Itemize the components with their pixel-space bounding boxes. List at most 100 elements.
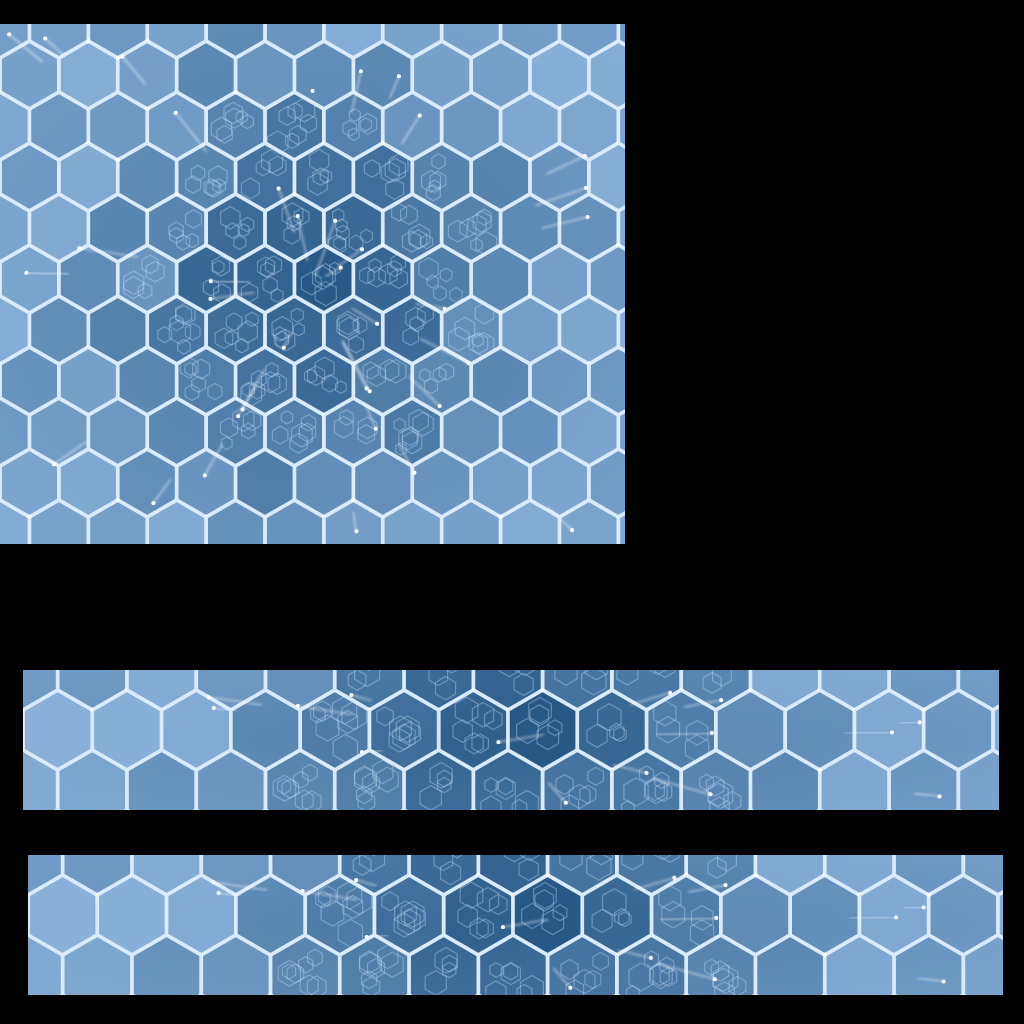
hexagon-tile: [618, 24, 625, 46]
cell-crack: [384, 358, 407, 384]
hexagon-tile: [97, 874, 167, 956]
hexagon-tile: [559, 24, 619, 59]
light-streak-icon: [211, 706, 237, 712]
cell-crack: [528, 696, 552, 725]
hexagon-tile: [131, 934, 202, 995]
cell-crack: [317, 885, 337, 907]
cell-crack: [470, 237, 483, 253]
cell-crack: [514, 670, 536, 677]
hex-texture-strip-bottom-svg: [28, 855, 1003, 995]
hexagon-tile: [117, 244, 177, 314]
cell-crack: [242, 410, 262, 432]
cell-crack: [704, 958, 720, 976]
cell-crack: [278, 105, 296, 126]
cell-crack: [476, 886, 500, 913]
hexagon-tile: [382, 24, 442, 59]
cell-crack: [271, 425, 289, 445]
cell-crack: [240, 282, 259, 303]
hexagon-tile: [206, 397, 266, 467]
cell-crack: [728, 975, 747, 995]
cell-crack: [408, 223, 431, 250]
cell-crack: [169, 314, 184, 332]
cell-crack: [445, 670, 458, 674]
cell-crack: [145, 260, 165, 283]
light-streak-icon: [899, 720, 922, 725]
light-streak-icon: [652, 777, 713, 797]
cell-crack: [654, 670, 676, 679]
cell-crack: [307, 948, 323, 967]
cell-crack: [380, 951, 404, 978]
light-streak-icon: [401, 113, 422, 145]
cell-crack: [434, 946, 458, 974]
cell-crack: [280, 410, 294, 425]
cell-crack: [232, 406, 255, 433]
cell-crack: [398, 427, 418, 451]
cell-crack: [293, 207, 310, 226]
cell-crack: [304, 368, 318, 384]
vertex-glow-dot: [27, 514, 32, 520]
cell-crack: [656, 715, 681, 744]
cell-crack: [412, 411, 434, 437]
cell-crack: [418, 257, 439, 281]
cell-crack: [438, 362, 455, 381]
cell-crack: [710, 960, 730, 982]
cell-crack: [359, 855, 386, 873]
vertex-glow-dot: [233, 89, 238, 95]
light-streak-icon: [408, 375, 442, 408]
hexagon-tile: [29, 193, 89, 263]
cell-crack: [707, 856, 727, 879]
cell-crack: [260, 261, 275, 279]
hexagon-tile: [0, 40, 59, 110]
cell-crack: [723, 790, 742, 810]
hexagon-tile: [646, 689, 716, 771]
cell-crack: [300, 414, 317, 432]
light-streak-icon: [613, 764, 649, 775]
light-streak-icon: [541, 215, 590, 229]
hexagon-tile: [0, 91, 30, 161]
hexagon-tile: [117, 346, 177, 416]
light-streak-icon: [419, 338, 471, 366]
light-streak-icon: [687, 883, 728, 893]
hexagon-tile: [512, 874, 583, 956]
hexagon-tile: [681, 749, 751, 810]
hexagon-tile: [715, 689, 786, 771]
cell-crack: [372, 759, 394, 785]
hexagon-tile: [441, 91, 501, 161]
light-streak-icon: [300, 889, 358, 901]
cell-crack: [216, 124, 233, 144]
light-streak-icon: [364, 934, 388, 939]
vertex-glow-dot: [351, 497, 356, 503]
cell-crack: [579, 784, 597, 805]
cell-crack: [281, 963, 297, 980]
light-streak-icon: [211, 880, 267, 891]
hexagon-tile: [681, 670, 751, 711]
cell-crack: [342, 119, 358, 137]
hexagon-tile: [750, 670, 820, 711]
hexagon-tile: [588, 244, 625, 314]
cell-crack: [137, 282, 153, 300]
hexagon-tile: [588, 142, 625, 212]
light-streak-icon: [342, 341, 369, 391]
hexagon-tile: [235, 244, 295, 314]
cell-crack: [337, 310, 359, 336]
cell-crack: [428, 179, 441, 194]
cell-crack: [654, 771, 670, 790]
hexagon-tile: [0, 244, 59, 314]
hexagon-tile: [235, 40, 295, 110]
cell-crack: [485, 980, 507, 995]
cell-crack: [235, 337, 249, 354]
cell-crack: [613, 726, 627, 743]
hexagon-tile: [323, 24, 383, 59]
hex-texture-strip-top-svg: [23, 670, 999, 810]
cell-crack: [347, 127, 360, 142]
light-streak-icon: [500, 918, 549, 930]
cell-crack: [225, 222, 240, 239]
cell-crack: [643, 776, 668, 805]
cell-crack: [299, 974, 319, 995]
cell-crack: [237, 223, 250, 238]
cell-crack: [359, 266, 375, 285]
vertex-glow-dot: [817, 767, 822, 773]
cell-crack: [240, 422, 256, 440]
cell-crack: [175, 304, 193, 325]
cell-crack: [702, 671, 722, 694]
